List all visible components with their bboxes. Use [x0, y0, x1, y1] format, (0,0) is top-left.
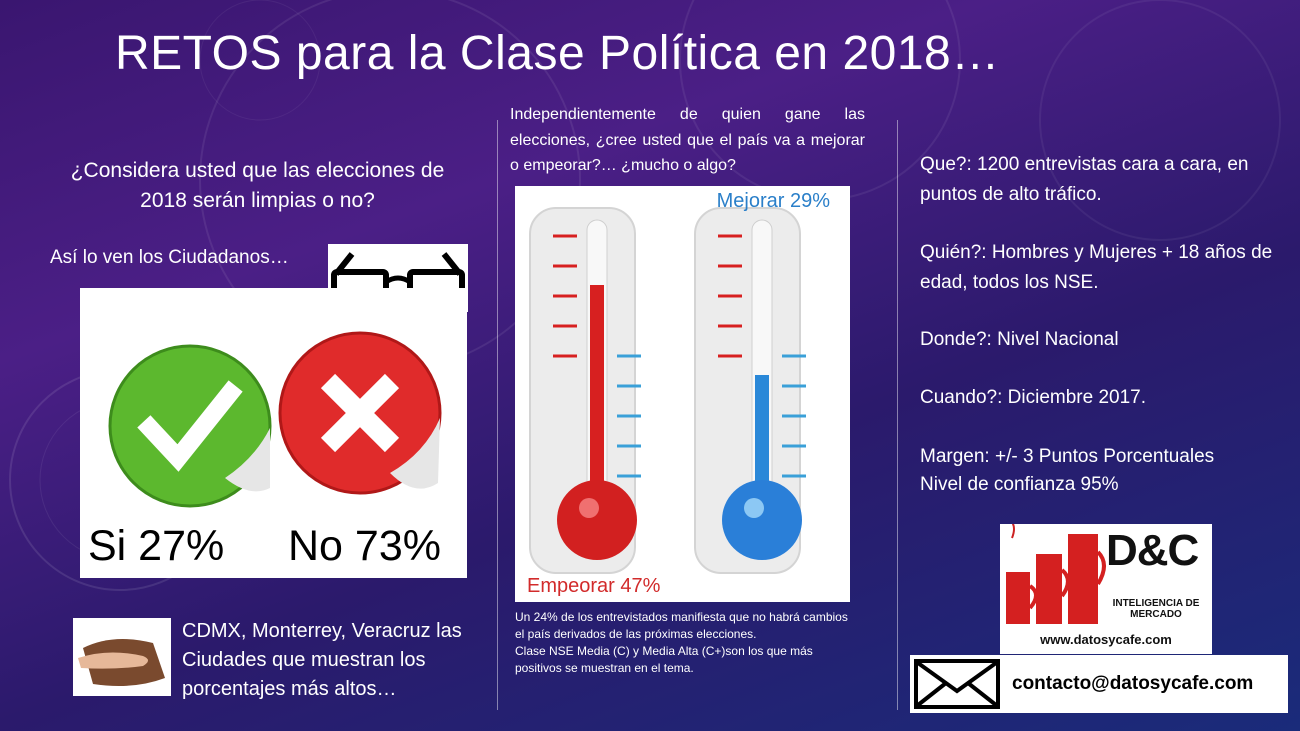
footnote-line-2: Clase NSE Media (C) y Media Alta (C+)son…	[515, 644, 813, 675]
cross-badge-icon	[278, 331, 442, 495]
hand-towel-image	[73, 618, 171, 696]
no-percentage: No 73%	[288, 522, 441, 570]
fact-margen: Margen: +/- 3 Puntos Porcentuales	[920, 446, 1215, 467]
footnote-line-1: Un 24% de los entrevistados manifiesta q…	[515, 610, 848, 641]
fact-que: Que?: 1200 entrevistas cara a cara, en p…	[920, 154, 1249, 205]
fact-confianza: Nivel de confianza 95%	[920, 474, 1119, 495]
empeorar-percentage: Empeorar 47%	[527, 575, 661, 597]
brand-logo: D&C INTELIGENCIA DE MERCADO www.datosyca…	[1000, 524, 1212, 654]
yes-percentage: Si 27%	[88, 522, 225, 570]
election-question: ¿Considera usted que las elecciones de 2…	[70, 159, 445, 212]
country-outlook-question: Independientemente de quien gane las ele…	[510, 106, 865, 174]
fact-quien: Quién?: Hombres y Mujeres + 18 años de e…	[920, 242, 1273, 293]
fact-donde: Donde?: Nivel Nacional	[920, 329, 1119, 350]
logo-subtitle: INTELIGENCIA DE MERCADO	[1112, 598, 1200, 620]
contact-panel: contacto@datosycafe.com	[910, 655, 1288, 713]
coffee-cups-icon	[1006, 524, 1106, 624]
citizens-intro: Así lo ven los Ciudadanos…	[50, 247, 289, 268]
outlook-footnote: Un 24% de los entrevistados manifiesta q…	[515, 609, 860, 677]
logo-title: D&C	[1106, 526, 1199, 575]
cities-note: CDMX, Monterrey, Veracruz las Ciudades q…	[182, 620, 462, 700]
contact-email-link[interactable]: contacto@datosycafe.com	[1012, 673, 1254, 694]
thermometer-panel: Mejorar 29% Empeorar 47%	[515, 186, 850, 602]
yes-no-panel: Si 27% No 73%	[80, 288, 467, 578]
empeorar-thermometer	[529, 207, 641, 574]
column-divider-left	[497, 120, 498, 710]
empeorar-level	[590, 285, 604, 520]
website-link[interactable]: www.datosycafe.com	[1040, 632, 1172, 647]
fact-cuando: Cuando?: Diciembre 2017.	[920, 387, 1147, 408]
page-title: RETOS para la Clase Política en 2018…	[115, 27, 1000, 80]
mejorar-percentage: Mejorar 29%	[716, 190, 830, 212]
envelope-icon	[914, 659, 1000, 709]
check-badge-icon	[108, 344, 272, 508]
mejorar-thermometer	[694, 207, 806, 574]
column-divider-right	[897, 120, 898, 710]
